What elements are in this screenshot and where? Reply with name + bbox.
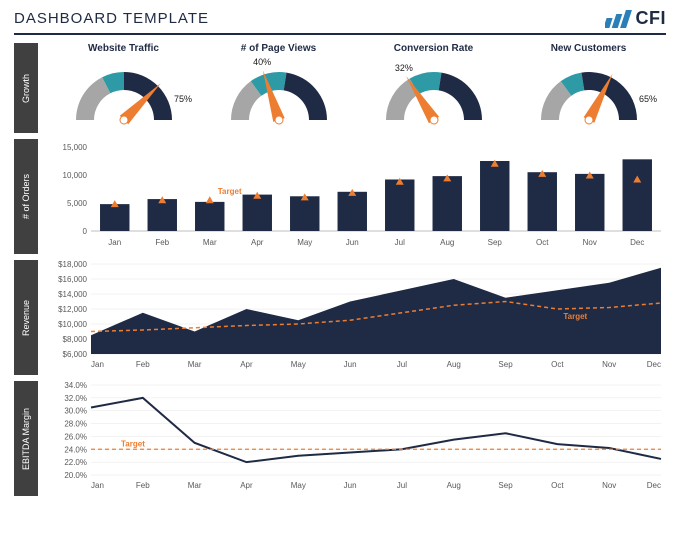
- svg-text:$16,000: $16,000: [58, 275, 87, 284]
- gauge-title: Conversion Rate: [364, 43, 504, 54]
- svg-text:May: May: [291, 360, 306, 369]
- svg-text:34.0%: 34.0%: [64, 381, 87, 390]
- svg-text:Jun: Jun: [346, 238, 359, 247]
- gauge-title: New Customers: [519, 43, 659, 54]
- svg-text:Feb: Feb: [136, 481, 150, 490]
- svg-text:75%: 75%: [174, 94, 192, 104]
- svg-text:$14,000: $14,000: [58, 290, 87, 299]
- svg-text:15,000: 15,000: [63, 143, 88, 152]
- svg-text:Apr: Apr: [240, 481, 253, 490]
- svg-text:Aug: Aug: [447, 481, 461, 490]
- orders-label: # of Orders: [14, 139, 38, 254]
- svg-text:Nov: Nov: [602, 481, 616, 490]
- logo-bars-icon: [605, 10, 633, 28]
- svg-text:28.0%: 28.0%: [64, 420, 87, 429]
- ebitda-label: EBITDA Margin: [14, 381, 38, 496]
- orders-row: # of Orders 0 5,000 10,000 15,000 Jan Feb Mar A…: [14, 139, 666, 254]
- svg-text:Jul: Jul: [397, 481, 407, 490]
- svg-text:$6,000: $6,000: [63, 350, 88, 359]
- logo-text: CFI: [636, 8, 667, 29]
- svg-text:Nov: Nov: [583, 238, 597, 247]
- svg-text:Aug: Aug: [440, 238, 454, 247]
- svg-text:Oct: Oct: [551, 360, 564, 369]
- revenue-chart: $6,000 $8,000 $10,000 $12,000 $14,000 $16,000…: [46, 260, 666, 375]
- svg-text:32.0%: 32.0%: [64, 394, 87, 403]
- svg-text:Apr: Apr: [240, 360, 253, 369]
- svg-text:22.0%: 22.0%: [64, 458, 87, 467]
- svg-text:May: May: [291, 481, 306, 490]
- svg-text:40%: 40%: [253, 58, 271, 67]
- svg-text:Feb: Feb: [155, 238, 169, 247]
- ebitda-chart: 20.0% 22.0% 24.0% 26.0% 28.0% 30.0% 32.0% 34.0%…: [46, 381, 666, 496]
- page-title: DASHBOARD TEMPLATE: [14, 10, 209, 27]
- svg-text:Target: Target: [218, 187, 242, 196]
- svg-text:24.0%: 24.0%: [64, 445, 87, 454]
- svg-text:$12,000: $12,000: [58, 305, 87, 314]
- svg-text:Nov: Nov: [602, 360, 616, 369]
- svg-text:Dec: Dec: [647, 360, 661, 369]
- svg-text:Oct: Oct: [536, 238, 549, 247]
- svg-text:Target: Target: [563, 312, 587, 321]
- svg-text:Jan: Jan: [91, 481, 104, 490]
- svg-text:Jun: Jun: [344, 481, 357, 490]
- svg-text:$18,000: $18,000: [58, 260, 87, 269]
- svg-text:Dec: Dec: [647, 481, 661, 490]
- growth-row: Growth Website Traffic 75% # of Page Views…: [14, 43, 666, 133]
- svg-text:Aug: Aug: [447, 360, 461, 369]
- svg-text:May: May: [297, 238, 312, 247]
- svg-text:Mar: Mar: [203, 238, 217, 247]
- svg-text:Jun: Jun: [344, 360, 357, 369]
- gauge-3: New Customers 65%: [519, 43, 659, 133]
- svg-text:Jul: Jul: [397, 360, 407, 369]
- growth-label: Growth: [14, 43, 38, 133]
- gauge-1: # of Page Views 40%: [209, 43, 349, 133]
- header: DASHBOARD TEMPLATE CFI: [14, 8, 666, 35]
- logo: CFI: [605, 8, 667, 29]
- svg-text:Sep: Sep: [498, 360, 513, 369]
- svg-text:Jan: Jan: [91, 360, 104, 369]
- gauges-container: Website Traffic 75% # of Page Views 40% Conv…: [46, 43, 666, 133]
- svg-text:10,000: 10,000: [63, 171, 88, 180]
- svg-text:32%: 32%: [394, 63, 412, 73]
- ebitda-row: EBITDA Margin 20.0% 22.0% 24.0% 26.0% 28.0% 3…: [14, 381, 666, 496]
- svg-text:5,000: 5,000: [67, 199, 88, 208]
- svg-text:0: 0: [83, 227, 88, 236]
- svg-text:$8,000: $8,000: [63, 335, 88, 344]
- svg-text:Feb: Feb: [136, 360, 150, 369]
- gauge-0: Website Traffic 75%: [54, 43, 194, 133]
- svg-text:Oct: Oct: [551, 481, 564, 490]
- orders-chart: 0 5,000 10,000 15,000 Jan Feb Mar Apr May Jun Jul A…: [46, 139, 666, 254]
- svg-text:Target: Target: [121, 439, 145, 448]
- revenue-row: Revenue $6,000 $8,000 $10,000 $12,000 $14,00…: [14, 260, 666, 375]
- svg-text:Jan: Jan: [108, 238, 121, 247]
- svg-text:Apr: Apr: [251, 238, 264, 247]
- svg-text:Sep: Sep: [488, 238, 503, 247]
- svg-text:Mar: Mar: [188, 481, 202, 490]
- svg-text:Dec: Dec: [630, 238, 644, 247]
- svg-text:26.0%: 26.0%: [64, 432, 87, 441]
- gauge-2: Conversion Rate 32%: [364, 43, 504, 133]
- gauge-title: # of Page Views: [209, 43, 349, 54]
- svg-text:20.0%: 20.0%: [64, 471, 87, 480]
- svg-text:Jul: Jul: [395, 238, 405, 247]
- svg-text:65%: 65%: [639, 94, 657, 104]
- svg-text:30.0%: 30.0%: [64, 407, 87, 416]
- gauge-title: Website Traffic: [54, 43, 194, 54]
- revenue-label: Revenue: [14, 260, 38, 375]
- svg-text:$10,000: $10,000: [58, 320, 87, 329]
- svg-text:Sep: Sep: [498, 481, 513, 490]
- svg-text:Mar: Mar: [188, 360, 202, 369]
